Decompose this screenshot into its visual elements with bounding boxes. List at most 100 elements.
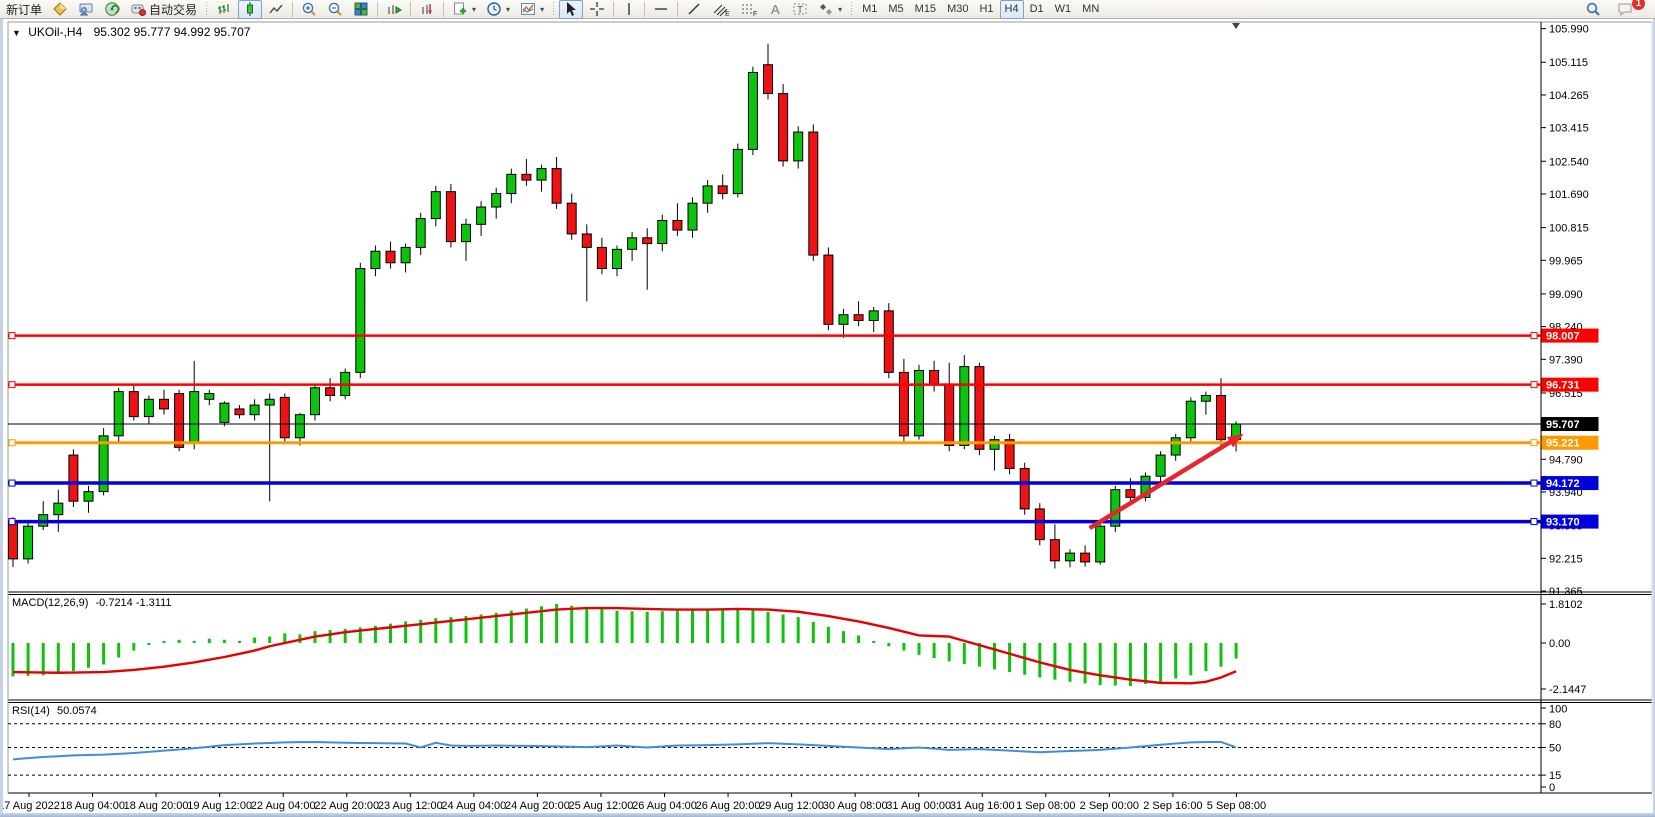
zoom-in-icon[interactable] [297,0,321,19]
svg-text:2 Sep 16:00: 2 Sep 16:00 [1143,800,1202,812]
crosshair-tool-icon[interactable] [585,0,609,19]
svg-text:23 Aug 12:00: 23 Aug 12:00 [378,800,443,812]
data-center-icon[interactable] [100,0,124,19]
timeframe-button-M30[interactable]: M30 [947,3,969,15]
timeframe-toolbar: M1 M5 M15 M30 H1 H4 D1 W1 MN [857,0,1104,19]
new-chart-caret-icon: ▾ [472,4,477,14]
auto-scroll-icon[interactable] [415,0,439,19]
svg-text:94.790: 94.790 [1549,454,1583,466]
new-chart-button[interactable]: ▾ [448,0,480,19]
period-caret-icon: ▾ [506,4,511,14]
autotrade-button[interactable]: 自动交易 [126,0,201,19]
svg-text:24 Aug 04:00: 24 Aug 04:00 [441,800,506,812]
timeframe-button-H4[interactable]: H4 [999,0,1024,19]
autotrade-label: 自动交易 [149,2,198,17]
candlestick-chart-type-icon[interactable] [238,0,263,19]
svg-text:1.8102: 1.8102 [1549,599,1583,611]
svg-text:15: 15 [1549,770,1561,782]
svg-text:100.815: 100.815 [1549,223,1589,235]
text-label-tool-icon[interactable]: T [788,0,812,19]
svg-text:24 Aug 20:00: 24 Aug 20:00 [505,800,570,812]
svg-text:5 Sep 08:00: 5 Sep 08:00 [1207,800,1266,812]
svg-text:31 Aug 16:00: 31 Aug 16:00 [950,800,1015,812]
equidistant-channel-tool-icon[interactable]: E [708,0,734,19]
svg-text:103.415: 103.415 [1549,123,1589,135]
svg-text:29 Aug 12:00: 29 Aug 12:00 [759,800,824,812]
trendline-tool-icon[interactable] [682,0,706,19]
new-order-label: 新订单 [6,2,43,17]
timeframe-button-H1[interactable]: H1 [979,3,994,15]
charts-icon[interactable] [48,0,72,19]
svg-text:-2.1447: -2.1447 [1549,684,1586,696]
indicators-caret-icon: ▾ [540,4,545,14]
svg-text:0: 0 [1549,782,1555,794]
svg-text:30 Aug 08:00: 30 Aug 08:00 [823,800,888,812]
zoom-out-icon[interactable] [323,0,347,19]
svg-text:F: F [753,11,757,17]
timeframe-button-W1[interactable]: W1 [1054,3,1072,15]
svg-text:1 Sep 08:00: 1 Sep 08:00 [1016,800,1075,812]
window-frame-left [0,19,3,817]
line-chart-type-icon[interactable] [264,0,288,19]
svg-text:26 Aug 04:00: 26 Aug 04:00 [632,800,697,812]
svg-text:80: 80 [1549,719,1561,731]
svg-text:A: A [771,2,780,17]
period-button[interactable]: ▾ [482,0,514,19]
tile-windows-icon[interactable] [349,0,373,19]
timeframe-button-M1[interactable]: M1 [862,3,878,15]
svg-text:96.731: 96.731 [1546,380,1580,392]
search-icon[interactable] [1581,0,1605,19]
svg-text:102.540: 102.540 [1549,156,1589,168]
timeframe-button-MN[interactable]: MN [1082,3,1100,15]
toolbar: 新订单 自动交易 ▾ ▾ [0,0,1655,19]
chart-ohlc-values: 95.302 95.777 94.992 95.707 [93,25,251,39]
svg-text:22 Aug 20:00: 22 Aug 20:00 [314,800,379,812]
chart-window: 105.990 105.115 104.265 103.415 102.540 101.6… [0,19,1655,817]
arrows-tool-button[interactable]: ▾ [814,0,846,19]
svg-text:T: T [797,5,803,16]
timeframe-button-M5[interactable]: M5 [888,3,904,15]
fibonacci-tool-icon[interactable]: F [736,0,762,19]
svg-text:105.990: 105.990 [1549,24,1589,36]
svg-text:18 Aug 20:00: 18 Aug 20:00 [124,800,189,812]
svg-text:99.090: 99.090 [1549,289,1583,301]
svg-text:98.007: 98.007 [1546,331,1580,343]
profile-icon[interactable] [74,0,98,19]
clock-icon [487,2,501,16]
chart-canvas[interactable]: 105.990 105.115 104.265 103.415 102.540 101.6… [0,19,1655,817]
svg-text:101.690: 101.690 [1549,189,1589,201]
window-frame-bottom [0,813,1655,817]
svg-text:105.115: 105.115 [1549,57,1588,69]
svg-text:94.172: 94.172 [1546,478,1580,490]
vertical-line-tool-icon[interactable] [618,0,640,19]
bar-chart-type-icon[interactable] [212,0,236,19]
svg-text:31 Aug 00:00: 31 Aug 00:00 [886,800,951,812]
new-chart-icon [454,2,467,15]
arrows-caret-icon: ▾ [838,4,843,14]
cursor-tool-icon[interactable] [559,0,584,19]
svg-text:104.265: 104.265 [1549,90,1589,102]
new-order-button[interactable]: 新订单 [2,0,46,19]
horizontal-line-tool-icon[interactable] [649,0,673,19]
timeframe-button-M15[interactable]: M15 [914,3,937,15]
one-click-trading-toggle[interactable]: ▼ [12,28,21,38]
svg-text:18 Aug 04:00: 18 Aug 04:00 [60,800,125,812]
svg-text:2 Sep 00:00: 2 Sep 00:00 [1080,800,1139,812]
svg-text:25 Aug 12:00: 25 Aug 12:00 [569,800,634,812]
macd-indicator-label: MACD(12,26,9) -0.7214 -1.3111 [12,597,172,609]
svg-text:95.221: 95.221 [1546,438,1580,450]
timeframe-button-D1[interactable]: D1 [1029,3,1044,15]
svg-text:99.965: 99.965 [1549,255,1583,267]
indicators-icon [521,3,536,15]
notifications-button[interactable]: 1 [1613,0,1645,19]
chart-shift-icon[interactable] [382,0,406,19]
svg-text:22 Aug 04:00: 22 Aug 04:00 [251,800,316,812]
indicators-button[interactable]: ▾ [516,0,548,19]
toolbar-grip [205,1,209,17]
autotrade-icon [131,4,147,16]
svg-text:92.215: 92.215 [1549,553,1583,565]
text-tool-icon[interactable]: A [764,0,786,19]
rsi-indicator-label: RSI(14) 50.0574 [12,705,97,717]
window-frame-right [1653,19,1655,817]
svg-text:93.170: 93.170 [1546,517,1580,529]
